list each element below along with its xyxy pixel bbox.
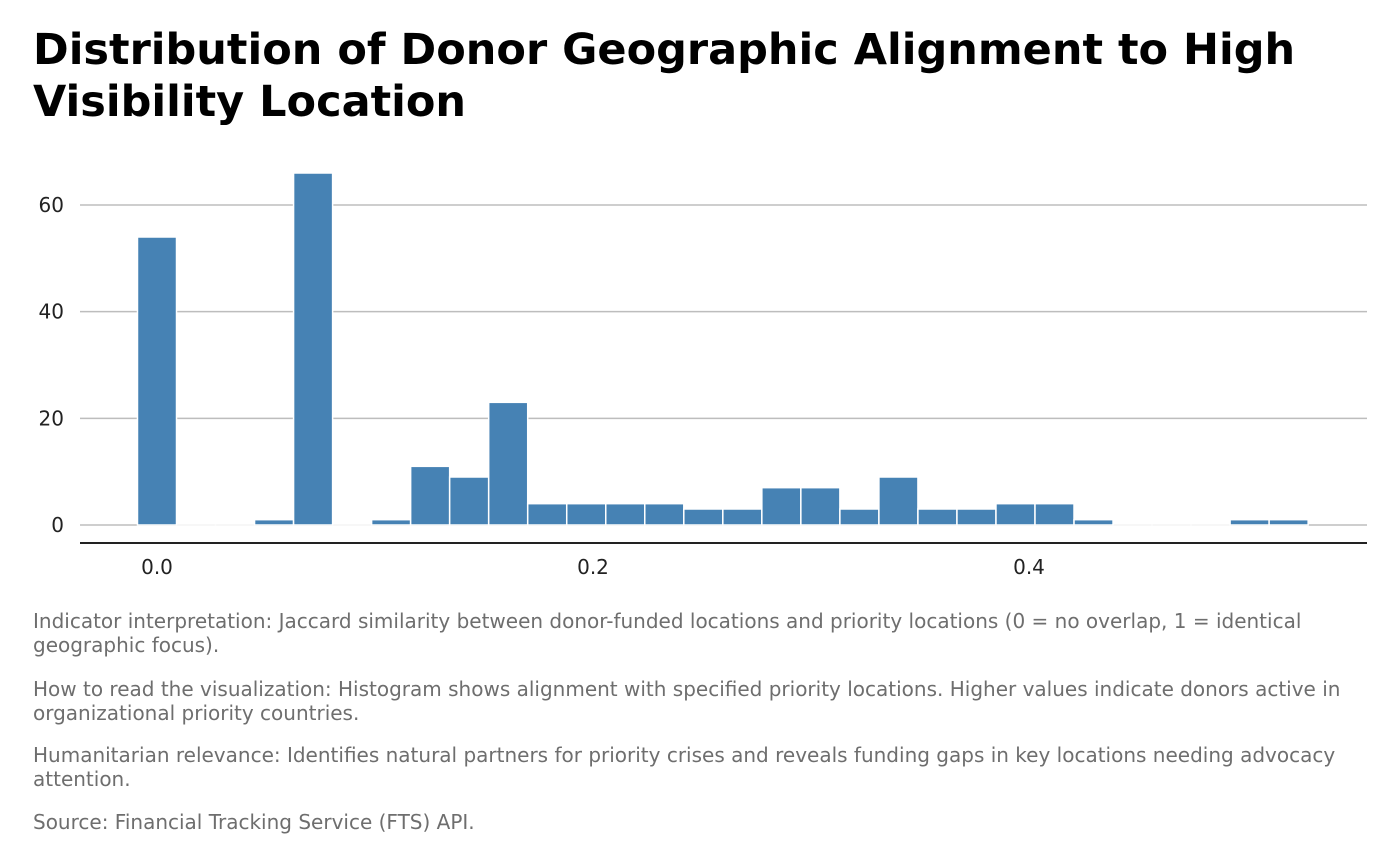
histogram-bar — [487, 401, 529, 526]
x-tick-label: 0.4 — [1013, 555, 1045, 579]
y-tick-label: 60 — [39, 193, 64, 217]
caption-how-to-read: How to read the visualization: Histogram… — [33, 677, 1341, 725]
y-tick-label: 0 — [51, 513, 64, 537]
histogram-bar — [995, 502, 1036, 526]
histogram-bar — [761, 486, 802, 526]
y-tick-label: 20 — [39, 406, 64, 430]
caption-interpretation: Indicator interpretation: Jaccard simila… — [33, 609, 1302, 657]
histogram-bar — [917, 508, 958, 526]
histogram-bar — [370, 518, 412, 526]
histogram-bar — [526, 502, 568, 526]
histogram-bar — [1034, 502, 1075, 526]
histogram-bar — [800, 486, 841, 526]
histogram-bar — [1229, 518, 1270, 526]
histogram-bar — [136, 236, 178, 526]
histogram-bar — [292, 172, 334, 526]
x-tick-label: 0.0 — [141, 555, 173, 579]
histogram-bar — [956, 508, 997, 526]
histogram-bar — [839, 508, 880, 526]
histogram-bar — [253, 518, 295, 526]
histogram-bar — [878, 476, 919, 526]
histogram-chart: 0 20 40 60 0.0 0.2 0.4 — [39, 172, 1367, 579]
caption-relevance: Humanitarian relevance: Identifies natur… — [33, 743, 1336, 791]
histogram-bar — [1073, 518, 1114, 526]
y-tick-label: 40 — [39, 300, 64, 324]
histogram-bar — [644, 502, 685, 526]
histogram-bar — [605, 502, 646, 526]
histogram-bar — [565, 502, 607, 526]
x-tick-label: 0.2 — [577, 555, 609, 579]
histogram-bar — [409, 465, 451, 526]
histogram-bar — [1268, 518, 1309, 526]
chart-title: Distribution of Donor Geographic Alignme… — [33, 25, 1296, 127]
histogram-bar — [722, 508, 763, 526]
histogram-bar — [448, 476, 490, 526]
histogram-bar — [683, 508, 724, 526]
caption-source: Source: Financial Tracking Service (FTS)… — [33, 810, 475, 834]
